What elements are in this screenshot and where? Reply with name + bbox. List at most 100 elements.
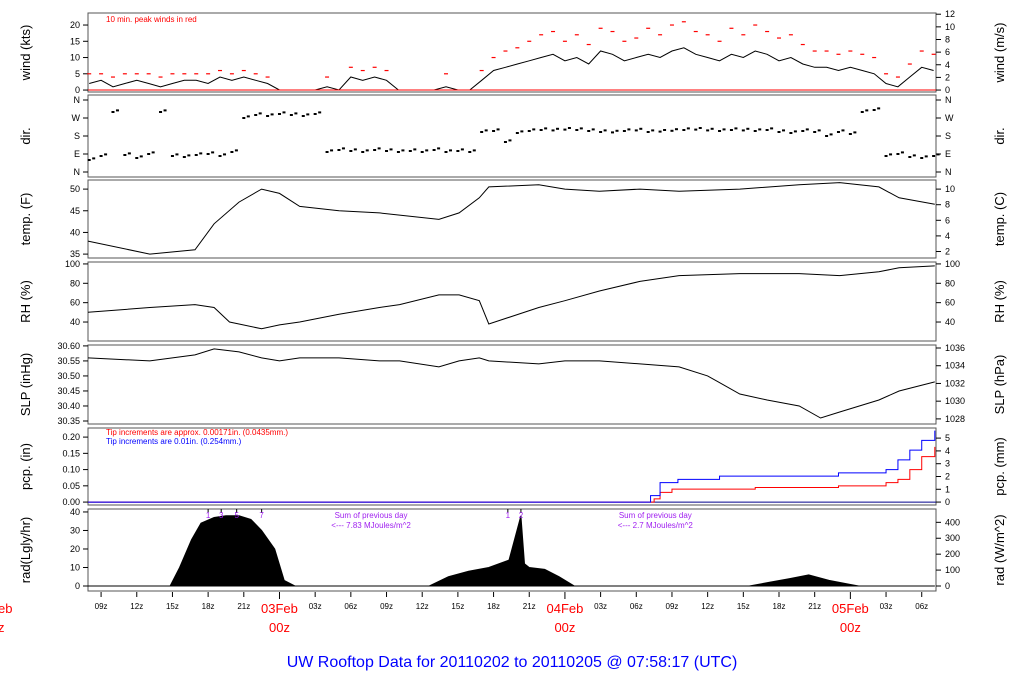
dir-point [789, 132, 793, 134]
dir-point [793, 130, 797, 133]
hour-tick-label: 06z [630, 602, 643, 611]
rh-left-tick-label: 60 [70, 298, 80, 308]
slp-right-tick-label: 1034 [945, 361, 965, 371]
dir-point [349, 150, 353, 152]
dir-point [615, 129, 619, 132]
rad-left-axis-label: rad(Lgly/hr) [18, 517, 33, 583]
rh-right-axis-label: RH (%) [992, 280, 1007, 323]
slp-left-tick-label: 30.50 [57, 371, 80, 381]
dir-point [579, 127, 583, 130]
dir-point [277, 113, 281, 115]
dir-point [385, 150, 389, 152]
dir-point [587, 130, 591, 132]
rad-hour-label: 5 [234, 511, 239, 520]
pcp-right-tick-label: 5 [945, 433, 950, 443]
dir-point [92, 157, 96, 160]
pcp-right-tick-label: 2 [945, 472, 950, 482]
hour-tick-label: 06z [344, 602, 357, 611]
dir-point [99, 155, 103, 157]
dir-point [194, 154, 198, 156]
wind-right-tick-label: 6 [945, 47, 950, 57]
dir-point [741, 129, 745, 132]
pcp-series-red [88, 446, 936, 503]
panel-wind: wind (kts) wind (m/s) 0 5 10 15 20 0 2 4 6 8 10 12 10 … [18, 9, 1007, 95]
hour-tick-label: 12z [416, 602, 429, 611]
temp-right-tick-label: 6 [945, 215, 950, 225]
dir-point [318, 111, 322, 114]
slp-right-axis-label: SLP (hPa) [992, 355, 1007, 415]
dir-point [123, 154, 127, 156]
dir-point [365, 149, 369, 152]
dir-point [361, 151, 365, 153]
dir-point [765, 129, 769, 131]
pcp-annotation-blue: Tip increments are 0.01in. (0.254mm.) [106, 437, 242, 446]
dir-point [841, 129, 845, 132]
dir-point [698, 127, 702, 129]
temp-plot-frame [87, 179, 937, 259]
dir-point [817, 129, 821, 132]
dir-point [437, 147, 441, 150]
dir-point [889, 153, 893, 156]
day-tick-label: 03Feb [261, 601, 298, 616]
dir-point [87, 159, 91, 161]
panel-slp: SLP (inHg) SLP (hPa) 30.35 30.40 30.45 30.50 3… [18, 341, 1007, 426]
panel-rad: rad(Lgly/hr) rad (W/m^2)01020304001002003… [18, 507, 1007, 592]
dir-point [924, 155, 928, 158]
dir-point [674, 128, 678, 131]
dir-point [551, 129, 555, 132]
slp-left-tick-label: 30.60 [57, 341, 80, 351]
temp-line [87, 182, 935, 255]
dir-right-tick-label: N [945, 167, 952, 177]
slp-plot-frame [87, 344, 937, 425]
temp-right-axis-label: temp. (C) [992, 192, 1007, 246]
rad-left-tick-label: 20 [70, 544, 80, 554]
wind-plot-frame [87, 12, 937, 93]
dir-point [627, 128, 631, 131]
dir-point [908, 156, 912, 158]
dir-point [836, 131, 840, 133]
dir-point [758, 128, 762, 131]
chart-title: UW Rooftop Data for 20110202 to 20110205… [287, 654, 738, 671]
dir-point [746, 127, 750, 130]
daily-sum-value: <--- 7.83 MJoules/m^2 [331, 521, 411, 530]
dir-point [301, 115, 305, 117]
wind-left-tick-label: 15 [70, 36, 80, 46]
slp-right-tick-label: 1032 [945, 378, 965, 388]
pcp-left-tick-label: 0.00 [62, 497, 80, 507]
dir-point [306, 113, 310, 116]
daily-sum-value: <--- 2.7 MJoules/m^2 [618, 521, 694, 530]
dir-point [353, 148, 357, 151]
day-tick-sublabel: 00z [0, 620, 5, 635]
dir-point [147, 153, 151, 155]
pcp-right-tick-label: 1 [945, 484, 950, 494]
panel-pcp: pcp. (in) pcp. (mm) 0.00 0.05 0.10 0.15 0.20 0 1… [18, 427, 1007, 507]
dir-point [567, 127, 571, 129]
dir-plot-frame [87, 94, 937, 178]
dir-point [670, 129, 674, 132]
rad-right-tick-label: 400 [945, 517, 960, 527]
dir-point [515, 132, 519, 134]
dir-point [401, 149, 405, 152]
dir-left-axis-label: dir. [18, 127, 33, 144]
rad-left-tick-label: 10 [70, 562, 80, 572]
dir-left-tick-label: N [74, 167, 81, 177]
temp-right-tick-label: 2 [945, 247, 950, 257]
temp-left-tick-label: 40 [70, 227, 80, 237]
hour-tick-label: 15z [451, 602, 464, 611]
daily-sum-title: Sum of previous day [335, 511, 408, 520]
dir-point [896, 153, 900, 155]
dir-point [460, 148, 464, 151]
dir-point [591, 128, 595, 131]
wind-left-tick-label: 0 [75, 85, 80, 95]
slp-left-axis-label: SLP (inHg) [18, 353, 33, 416]
dir-point [936, 153, 940, 156]
dir-point [266, 115, 270, 117]
hour-tick-label: 03z [594, 602, 607, 611]
temp-right-tick-label: 10 [945, 184, 955, 194]
rad-right-tick-label: 100 [945, 565, 960, 575]
hour-tick-label: 06z [915, 602, 928, 611]
dir-point [813, 131, 817, 133]
dir-point [865, 109, 869, 112]
wind-left-tick-label: 10 [70, 53, 80, 63]
dir-point [159, 111, 163, 113]
